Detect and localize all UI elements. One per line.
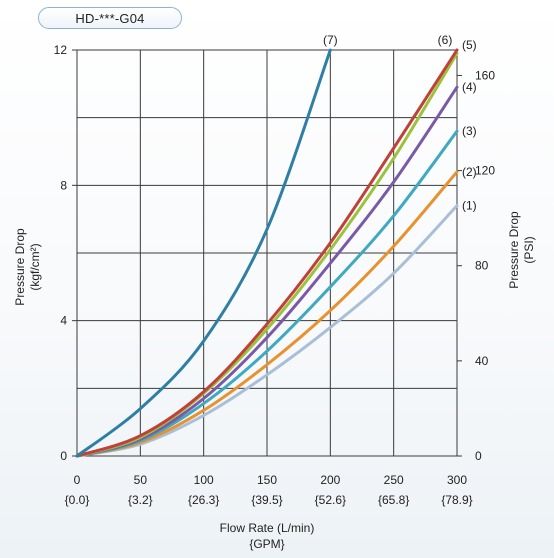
series-line-2 xyxy=(75,170,459,458)
series-label-1: (1) xyxy=(462,199,477,213)
x-tick-label-secondary: {39.5} xyxy=(251,493,282,507)
series-line-6 xyxy=(75,48,459,458)
y-tick-label-right: 120 xyxy=(475,164,495,178)
y-tick-label-left: 12 xyxy=(54,43,68,57)
series-label-3: (3) xyxy=(462,124,477,138)
x-tick-label-secondary: {0.0} xyxy=(65,493,90,507)
y-axis-title-right: Pressure Drop xyxy=(507,211,521,289)
axis-titles: Flow Rate (L/min){GPM}Pressure Drop (kgf/… xyxy=(13,211,536,551)
x-tick-labels: 0 {0.0} 50 {3.2} 100 {26.3} 150 {39.5} 200 {52.6}… xyxy=(65,473,473,507)
x-tick-label: 0 xyxy=(74,473,81,487)
series-lines xyxy=(75,48,459,458)
series-label-6: (6) xyxy=(438,33,453,47)
chart-title-pill: HD-***-G04 xyxy=(38,7,182,29)
series-label-2: (2) xyxy=(462,165,477,179)
series-label-5: (5) xyxy=(462,38,477,52)
y-tick-labels-left: 0 4 8 12 xyxy=(54,43,68,463)
y-tick-labels-right: 0 40 80 120 160 xyxy=(475,68,495,463)
chart-title: HD-***-G04 xyxy=(75,10,145,26)
series-label-4: (4) xyxy=(462,80,477,94)
y-axis-unit-left: (kgf/cm²) xyxy=(28,243,42,290)
grid xyxy=(72,49,462,457)
x-tick-label-secondary: {65.8} xyxy=(378,493,409,507)
series-labels: (1) (2) (3) (4) (5) (6) (7) xyxy=(323,33,477,213)
x-axis-title: Flow Rate (L/min) xyxy=(220,521,315,535)
x-tick-label: 200 xyxy=(320,473,340,487)
y-axis-title-left: Pressure Drop xyxy=(13,228,27,306)
series-label-7: (7) xyxy=(323,33,338,47)
series-line-1 xyxy=(75,204,459,458)
y-tick-label-left: 8 xyxy=(60,178,67,192)
y-tick-label-right: 40 xyxy=(475,354,489,368)
x-tick-label: 250 xyxy=(384,473,404,487)
series-line-7 xyxy=(75,48,332,458)
y-tick-label-right: 80 xyxy=(475,259,489,273)
y-tick-label-left: 4 xyxy=(60,314,67,328)
x-tick-label-secondary: {78.9} xyxy=(441,493,472,507)
y-axis-unit-right: (PSI) xyxy=(522,236,536,263)
x-tick-label-secondary: {26.3} xyxy=(188,493,219,507)
series-line-3 xyxy=(75,129,459,458)
x-tick-label-secondary: {52.6} xyxy=(315,493,346,507)
x-tick-label: 100 xyxy=(194,473,214,487)
y-tick-label-right: 0 xyxy=(475,449,482,463)
x-tick-label: 50 xyxy=(134,473,148,487)
y-tick-label-left: 0 xyxy=(60,449,67,463)
x-tick-label-secondary: {3.2} xyxy=(128,493,153,507)
x-tick-label: 150 xyxy=(257,473,277,487)
x-axis-subtitle: {GPM} xyxy=(249,537,284,551)
y-tick-label-right: 160 xyxy=(475,68,495,82)
x-tick-label: 300 xyxy=(447,473,467,487)
series-line-4 xyxy=(75,85,459,458)
